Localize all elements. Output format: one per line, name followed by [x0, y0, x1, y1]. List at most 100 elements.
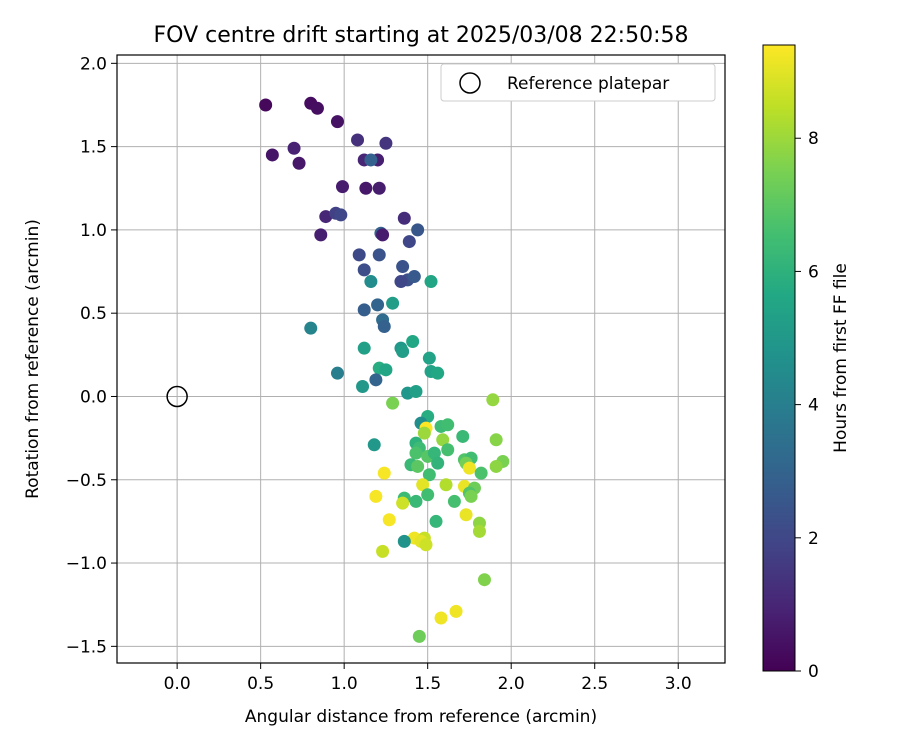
data-point: [379, 136, 393, 150]
data-point: [489, 433, 503, 447]
data-point: [367, 438, 381, 452]
reference-platepar-marker: [166, 385, 188, 408]
data-point: [431, 366, 445, 380]
data-point: [489, 459, 503, 473]
data-point: [474, 466, 488, 480]
y-tick-label: −1.0: [66, 554, 107, 574]
chart-title: FOV centre drift starting at 2025/03/08 …: [154, 23, 689, 48]
data-point: [462, 461, 476, 475]
data-point: [335, 180, 349, 194]
data-point: [357, 303, 371, 317]
data-point: [486, 393, 500, 407]
y-tick-label: −1.5: [66, 637, 107, 657]
plot-frame: [116, 54, 726, 664]
data-point: [412, 629, 426, 643]
data-point: [357, 263, 371, 277]
data-point: [369, 489, 383, 503]
colorbar-tick-label: 2: [808, 529, 819, 549]
data-point: [371, 298, 385, 312]
y-tick-label: 0.0: [80, 387, 107, 407]
legend-box: [440, 63, 716, 102]
colorbar-ticks: 0 2 4 6 8: [795, 129, 819, 682]
data-point: [397, 211, 411, 225]
data-point: [386, 296, 400, 310]
x-tick-label: 3.0: [665, 674, 692, 694]
data-point: [421, 488, 435, 502]
x-tick-label: 0.5: [247, 674, 274, 694]
scatter-points: [259, 96, 510, 643]
colorbar-label: Hours from first FF file: [831, 263, 851, 453]
data-point: [287, 141, 301, 155]
y-tick-label: 1.5: [80, 138, 107, 158]
y-axis-ticks: −1.5 −1.0 −0.5 0.0 0.5 1.0 1.5 2.0: [66, 54, 117, 657]
data-point: [416, 478, 430, 492]
data-point: [330, 115, 344, 129]
data-point: [376, 544, 390, 558]
colorbar-tick-label: 4: [808, 396, 819, 416]
colorbar-gradient: [762, 44, 796, 672]
data-point: [334, 208, 348, 222]
data-point: [422, 351, 436, 365]
x-axis-label: Angular distance from reference (arcmin): [245, 707, 597, 727]
data-point: [409, 384, 423, 398]
y-tick-label: 1.0: [80, 221, 107, 241]
data-point: [351, 133, 365, 147]
data-point: [265, 148, 279, 162]
data-point: [292, 156, 306, 170]
data-point: [411, 223, 425, 237]
colorbar-tick-label: 8: [808, 129, 819, 149]
data-point: [359, 181, 373, 195]
y-tick-label: −0.5: [66, 471, 107, 491]
data-point: [402, 235, 416, 249]
colorbar-tick-label: 6: [808, 262, 819, 282]
data-point: [447, 494, 461, 508]
y-tick-label: 0.5: [80, 304, 107, 324]
data-point: [369, 373, 383, 387]
data-point: [364, 275, 378, 289]
data-point: [396, 260, 410, 274]
data-point: [429, 514, 443, 528]
colorbar: 0 2 4 6 8 Hours from first FF file: [762, 44, 851, 682]
data-point: [314, 228, 328, 242]
data-point: [409, 446, 423, 460]
data-point: [357, 341, 371, 355]
data-point: [456, 429, 470, 443]
data-point: [377, 320, 391, 334]
legend: Reference platepar: [440, 63, 716, 102]
data-point: [434, 611, 448, 625]
data-point: [409, 494, 423, 508]
data-point: [259, 98, 273, 112]
x-tick-label: 1.5: [414, 674, 441, 694]
data-point: [372, 181, 386, 195]
data-point: [372, 248, 386, 262]
data-point: [406, 335, 420, 349]
data-point: [319, 210, 333, 224]
data-point: [459, 508, 473, 522]
y-axis-label: Rotation from reference (arcmin): [23, 219, 43, 499]
data-point: [449, 604, 463, 618]
data-point: [382, 513, 396, 527]
data-point: [417, 426, 431, 440]
grid: [117, 55, 725, 663]
x-tick-label: 2.0: [498, 674, 525, 694]
legend-marker: [459, 72, 481, 94]
data-point: [376, 228, 390, 242]
data-point: [397, 534, 411, 548]
data-point: [356, 379, 370, 393]
data-point: [431, 456, 445, 470]
data-point: [422, 468, 436, 482]
data-point: [379, 363, 393, 377]
data-point: [386, 396, 400, 410]
data-point: [419, 538, 433, 552]
y-tick-label: 2.0: [80, 54, 107, 74]
data-point: [424, 275, 438, 289]
data-point: [396, 496, 410, 510]
data-point: [472, 524, 486, 538]
data-point: [396, 345, 410, 359]
data-point: [330, 366, 344, 380]
x-tick-label: 1.0: [331, 674, 358, 694]
x-axis-ticks: 0.0 0.5 1.0 1.5 2.0 2.5 3.0: [164, 663, 692, 694]
data-point: [377, 466, 391, 480]
data-point: [427, 446, 441, 460]
